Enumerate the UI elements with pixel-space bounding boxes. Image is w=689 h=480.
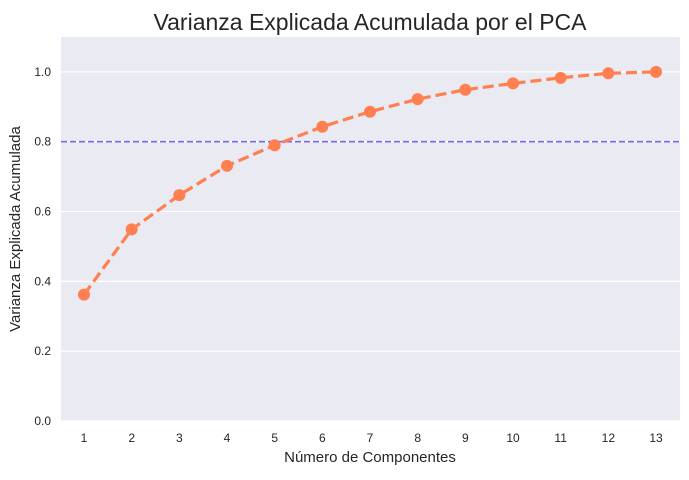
- data-point: [268, 139, 281, 152]
- series-group: [78, 65, 662, 301]
- data-point: [602, 67, 615, 80]
- x-tick-label: 5: [271, 431, 278, 445]
- data-point: [459, 83, 472, 96]
- x-tick-labels: 1 2 3 4 5 6 7 8 9 10 11 12 13: [81, 431, 663, 445]
- y-tick-label: 0.4: [34, 274, 51, 288]
- data-point: [507, 77, 519, 90]
- x-tick-label: 7: [367, 431, 374, 445]
- y-axis-label: Varianza Explicada Acumulada: [7, 126, 24, 332]
- data-point: [364, 105, 376, 118]
- y-tick-label: 1.0: [34, 65, 51, 79]
- x-tick-label: 13: [649, 431, 663, 445]
- plot-area: [61, 37, 680, 421]
- y-tick-label: 0.0: [34, 414, 51, 428]
- x-tick-label: 4: [224, 431, 231, 445]
- y-tick-label: 0.8: [34, 135, 51, 149]
- data-point: [411, 93, 424, 106]
- x-tick-label: 1: [81, 431, 88, 445]
- x-tick-label: 12: [602, 431, 616, 445]
- x-tick-label: 6: [319, 431, 326, 445]
- data-point: [173, 189, 186, 202]
- x-tick-label: 11: [554, 431, 567, 445]
- data-point: [316, 120, 329, 133]
- y-tick-labels: 0.0 0.2 0.4 0.6 0.8 1.0: [34, 65, 51, 428]
- data-point: [125, 223, 138, 236]
- data-point: [554, 71, 567, 84]
- x-tick-label: 9: [462, 431, 469, 445]
- y-tick-label: 0.2: [34, 344, 51, 358]
- x-tick-label: 8: [414, 431, 421, 445]
- chart-title: Varianza Explicada Acumulada por el PCA: [154, 9, 588, 35]
- y-tick-label: 0.6: [34, 205, 51, 219]
- x-tick-label: 2: [128, 431, 135, 445]
- data-point: [221, 159, 233, 172]
- data-point: [78, 288, 90, 301]
- x-tick-label: 3: [176, 431, 183, 445]
- x-tick-label: 10: [506, 431, 520, 445]
- data-point: [650, 65, 662, 78]
- x-axis-label: Número de Componentes: [284, 449, 456, 466]
